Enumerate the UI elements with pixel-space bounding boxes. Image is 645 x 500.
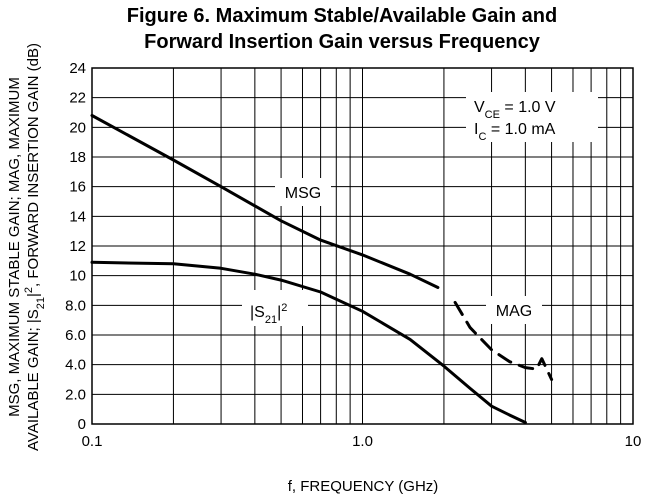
x-tick-label: 10 bbox=[625, 433, 642, 450]
y-axis-label-sub: 21 bbox=[35, 297, 47, 309]
s21-label-bg bbox=[242, 290, 308, 326]
y-tick-labels: 0 2.0 4.0 6.0 8.0 10 12 14 16 18 20 22 24 bbox=[65, 60, 86, 433]
s21-post: | bbox=[277, 304, 281, 321]
ic-pre: I bbox=[474, 121, 478, 138]
y-tick-label: 4.0 bbox=[65, 357, 86, 374]
y-axis-label-sup: 2 bbox=[23, 287, 35, 293]
y-axis-label-text-2c: , FORWARD INSERTION GAIN (dB) bbox=[25, 43, 42, 287]
ic-sub: C bbox=[478, 131, 486, 143]
x-axis-label: f, FREQUENCY (GHz) bbox=[288, 478, 439, 495]
s21-label: |S21|2 bbox=[250, 302, 287, 326]
y-axis-label-line-2: AVAILABLE GAIN; |S21|2, FORWARD INSERTIO… bbox=[23, 43, 47, 451]
y-tick-label: 0 bbox=[78, 416, 86, 433]
y-axis-label-text-1: MSG, MAXIMUM STABLE GAIN; MAG, MAXIMUM bbox=[6, 77, 23, 417]
y-tick-label: 12 bbox=[69, 238, 86, 255]
msg-label-bg bbox=[275, 178, 331, 206]
series-line-msg bbox=[90, 114, 440, 289]
x-tick-labels: 0.1 1.0 10 bbox=[82, 433, 642, 450]
mag-label-bg bbox=[486, 296, 542, 324]
vce-condition: VCE = 1.0 V bbox=[474, 99, 556, 121]
series-line-mag bbox=[453, 300, 554, 381]
plot-frame bbox=[91, 67, 634, 425]
chart-title-line-2: Forward Insertion Gain versus Frequency bbox=[144, 31, 541, 53]
x-tick-label: 0.1 bbox=[82, 433, 103, 450]
y-tick-label: 20 bbox=[69, 119, 86, 136]
s21-sup: 2 bbox=[281, 302, 287, 314]
ic-condition: IC = 1.0 mA bbox=[474, 121, 556, 143]
series-line-s21 bbox=[90, 260, 527, 424]
y-axis-label-text-2b: | bbox=[25, 293, 42, 297]
y-tick-label: 10 bbox=[69, 268, 86, 285]
y-tick-label: 18 bbox=[69, 149, 86, 166]
conditions-bg bbox=[466, 92, 598, 142]
y-axis-label-line-1: MSG, MAXIMUM STABLE GAIN; MAG, MAXIMUM bbox=[6, 77, 23, 417]
y-tick-label: 16 bbox=[69, 179, 86, 196]
ic-post: = 1.0 mA bbox=[486, 121, 555, 138]
msg-label: MSG bbox=[285, 185, 321, 202]
y-tick-label: 14 bbox=[69, 208, 86, 225]
s21-pre: |S bbox=[250, 304, 265, 321]
y-tick-label: 24 bbox=[69, 60, 86, 77]
y-tick-label: 6.0 bbox=[65, 327, 86, 344]
series-curves bbox=[90, 114, 554, 424]
chart-title-line-1: Figure 6. Maximum Stable/Available Gain … bbox=[127, 5, 558, 27]
vce-post: = 1.0 V bbox=[500, 99, 556, 116]
y-tick-label: 22 bbox=[69, 90, 86, 107]
mag-label: MAG bbox=[496, 303, 532, 320]
y-axis-label-text-2a: AVAILABLE GAIN; |S bbox=[25, 309, 42, 451]
vce-pre: V bbox=[474, 99, 485, 116]
vce-sub: CE bbox=[485, 109, 500, 121]
y-tick-label: 2.0 bbox=[65, 386, 86, 403]
x-tick-label: 1.0 bbox=[352, 433, 373, 450]
s21-sub: 21 bbox=[265, 314, 277, 326]
annotations: MSG MAG |S21|2 VCE = 1.0 V IC = 1.0 mA bbox=[242, 92, 598, 326]
y-tick-label: 8.0 bbox=[65, 297, 86, 314]
